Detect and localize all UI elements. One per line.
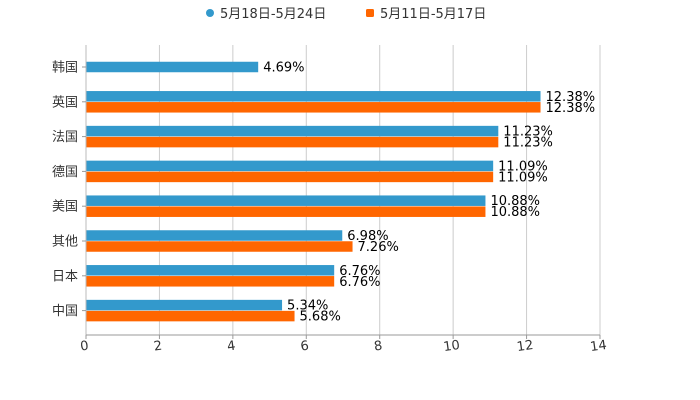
bar-法国-series-2[interactable] <box>86 136 499 148</box>
grid-lines <box>158 45 601 335</box>
x-tick-label: 0 <box>79 339 89 355</box>
legend-marker-circle <box>206 9 214 17</box>
category-label: 法国 <box>52 130 78 145</box>
x-tick-label: 2 <box>153 339 163 355</box>
data-label: 10.88% <box>490 194 540 209</box>
bar-中国-series-1[interactable] <box>86 299 283 311</box>
data-label: 12.38% <box>546 101 596 116</box>
labels: 韩国 4.69% 英国 12.38%12.38% 法国 11.23%11.23% 德国 11.… <box>52 61 595 325</box>
x-tick-label: 8 <box>373 339 383 355</box>
bars <box>86 61 541 322</box>
category-label: 韩国 <box>52 61 78 76</box>
data-label: 5.68% <box>300 310 341 325</box>
x-tick-label: 14 <box>589 338 607 355</box>
legend: 5月18日-5月24日 5月11日-5月17日 <box>206 7 486 22</box>
legend-item-2[interactable]: 5月11日-5月17日 <box>380 7 486 22</box>
bar-英国-series-1[interactable] <box>86 91 541 102</box>
bar-美国-series-2[interactable] <box>86 206 486 217</box>
category-label: 美国 <box>52 200 78 215</box>
bar-其他-series-1[interactable] <box>86 230 343 241</box>
bar-德国-series-1[interactable] <box>86 160 494 172</box>
bar-中国-series-2[interactable] <box>86 310 295 322</box>
data-label: 6.76% <box>339 264 380 279</box>
category-label: 德国 <box>52 165 78 180</box>
bar-德国-series-2[interactable] <box>86 171 494 183</box>
data-label: 6.98% <box>347 229 388 244</box>
data-label: 6.76% <box>339 275 380 290</box>
data-label: 10.88% <box>490 205 540 220</box>
category-label: 英国 <box>52 95 78 110</box>
category-label: 日本 <box>52 269 78 284</box>
data-label: 11.09% <box>498 159 548 174</box>
bar-英国-series-2[interactable] <box>86 102 541 113</box>
bar-美国-series-1[interactable] <box>86 195 486 206</box>
data-label: 5.34% <box>287 299 328 314</box>
axes: 0 2 4 6 8 10 12 14 <box>79 45 608 355</box>
bar-法国-series-1[interactable] <box>86 125 499 137</box>
x-tick-label: 6 <box>300 339 310 355</box>
category-label: 中国 <box>52 304 78 319</box>
bar-其他-series-2[interactable] <box>86 241 353 252</box>
bar-韩国-series-1[interactable] <box>86 61 259 73</box>
category-label: 其他 <box>52 235 78 250</box>
data-label: 11.09% <box>498 170 548 185</box>
legend-item-1[interactable]: 5月18日-5月24日 <box>220 7 326 22</box>
x-tick-label: 10 <box>442 338 460 355</box>
data-label: 11.23% <box>503 125 553 140</box>
data-label: 7.26% <box>358 240 399 255</box>
x-tick-label: 4 <box>226 339 236 355</box>
data-label: 11.23% <box>503 136 553 151</box>
bar-日本-series-2[interactable] <box>86 276 335 287</box>
x-tick-label: 12 <box>516 338 534 355</box>
data-label: 4.69% <box>263 61 304 76</box>
legend-marker-square <box>366 9 374 17</box>
bar-日本-series-1[interactable] <box>86 265 335 276</box>
data-label: 12.38% <box>546 90 596 105</box>
